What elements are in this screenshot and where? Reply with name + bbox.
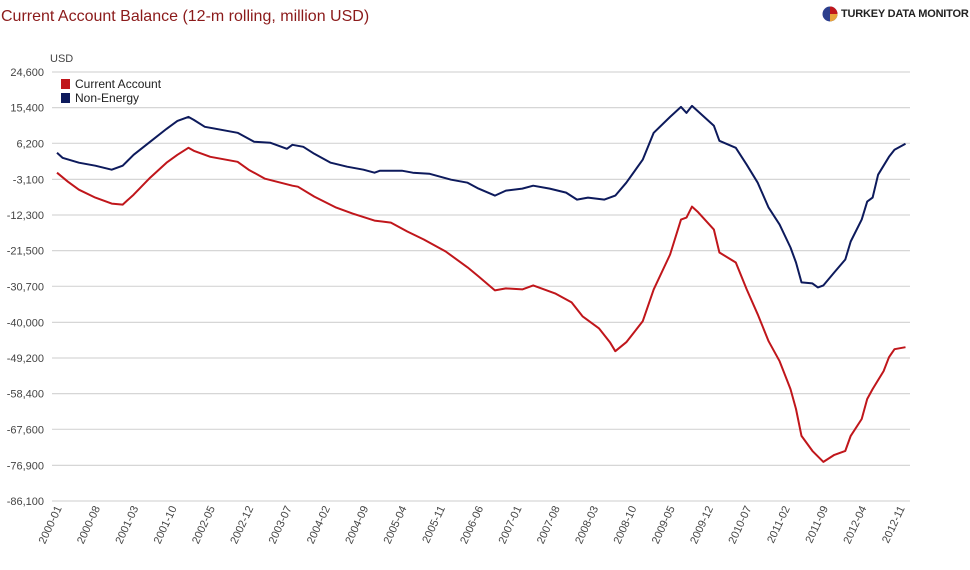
y-tick-label: -3,100 [13, 174, 44, 186]
series-line-current-account [56, 146, 906, 463]
x-tick-label: 2002-05 [190, 504, 218, 546]
y-tick-label: -67,600 [7, 424, 44, 436]
x-tick-label: 2004-02 [305, 504, 333, 546]
y-tick-label: -30,700 [7, 281, 44, 293]
chart-title: Current Account Balance (12-m rolling, m… [1, 8, 370, 25]
legend-swatch-current-account [61, 79, 70, 89]
legend-swatch-non-energy [61, 93, 70, 103]
y-tick-label: -49,200 [7, 353, 44, 365]
series-line-non-energy [56, 104, 906, 289]
x-tick-label: 2000-01 [37, 504, 65, 546]
x-tick-label: 2000-08 [75, 504, 103, 546]
y-tick-label: -76,900 [7, 460, 44, 472]
legend-label-current-account: Current Account [75, 77, 162, 91]
x-tick-label: 2007-01 [497, 504, 525, 546]
logo: TURKEY DATA MONITOR [822, 6, 969, 22]
x-tick-label: 2001-03 [113, 504, 141, 546]
y-tick-label: -86,100 [7, 496, 44, 508]
x-tick-label: 2012-04 [841, 504, 869, 546]
y-tick-label: -21,500 [7, 246, 44, 258]
y-tick-label: 24,600 [10, 67, 44, 79]
x-tick-label: 2008-03 [573, 504, 601, 546]
y-tick-label: -12,300 [7, 210, 44, 222]
x-tick-label: 2002-12 [228, 504, 256, 546]
y-tick-label: -58,400 [7, 389, 44, 401]
x-tick-label: 2010-07 [727, 504, 755, 546]
y-axis-label: USD [50, 53, 73, 65]
x-tick-label: 2003-07 [267, 504, 295, 546]
legend: Current Account Non-Energy [61, 77, 162, 105]
x-tick-label: 2001-10 [152, 504, 180, 546]
x-tick-label: 2005-11 [420, 504, 448, 545]
legend-label-non-energy: Non-Energy [75, 91, 139, 105]
y-tick-label: 6,200 [16, 138, 44, 150]
x-tick-label: 2011-09 [803, 504, 831, 545]
x-tick-label: 2009-05 [650, 504, 678, 546]
x-tick-label: 2007-08 [535, 504, 563, 546]
x-tick-label: 2011-02 [765, 504, 793, 545]
pie-logo-icon [822, 6, 838, 22]
x-tick-label: 2008-10 [612, 504, 640, 546]
x-tick-label: 2005-04 [382, 504, 410, 546]
logo-text: TURKEY DATA MONITOR [841, 8, 969, 20]
x-tick-label: 2004-09 [343, 504, 371, 546]
y-tick-label: -40,000 [7, 317, 44, 329]
y-tick-label: 15,400 [10, 103, 44, 115]
x-tick-label: 2012-11 [880, 504, 908, 545]
x-tick-label: 2009-12 [688, 504, 716, 546]
x-tick-label: 2006-06 [458, 504, 486, 546]
